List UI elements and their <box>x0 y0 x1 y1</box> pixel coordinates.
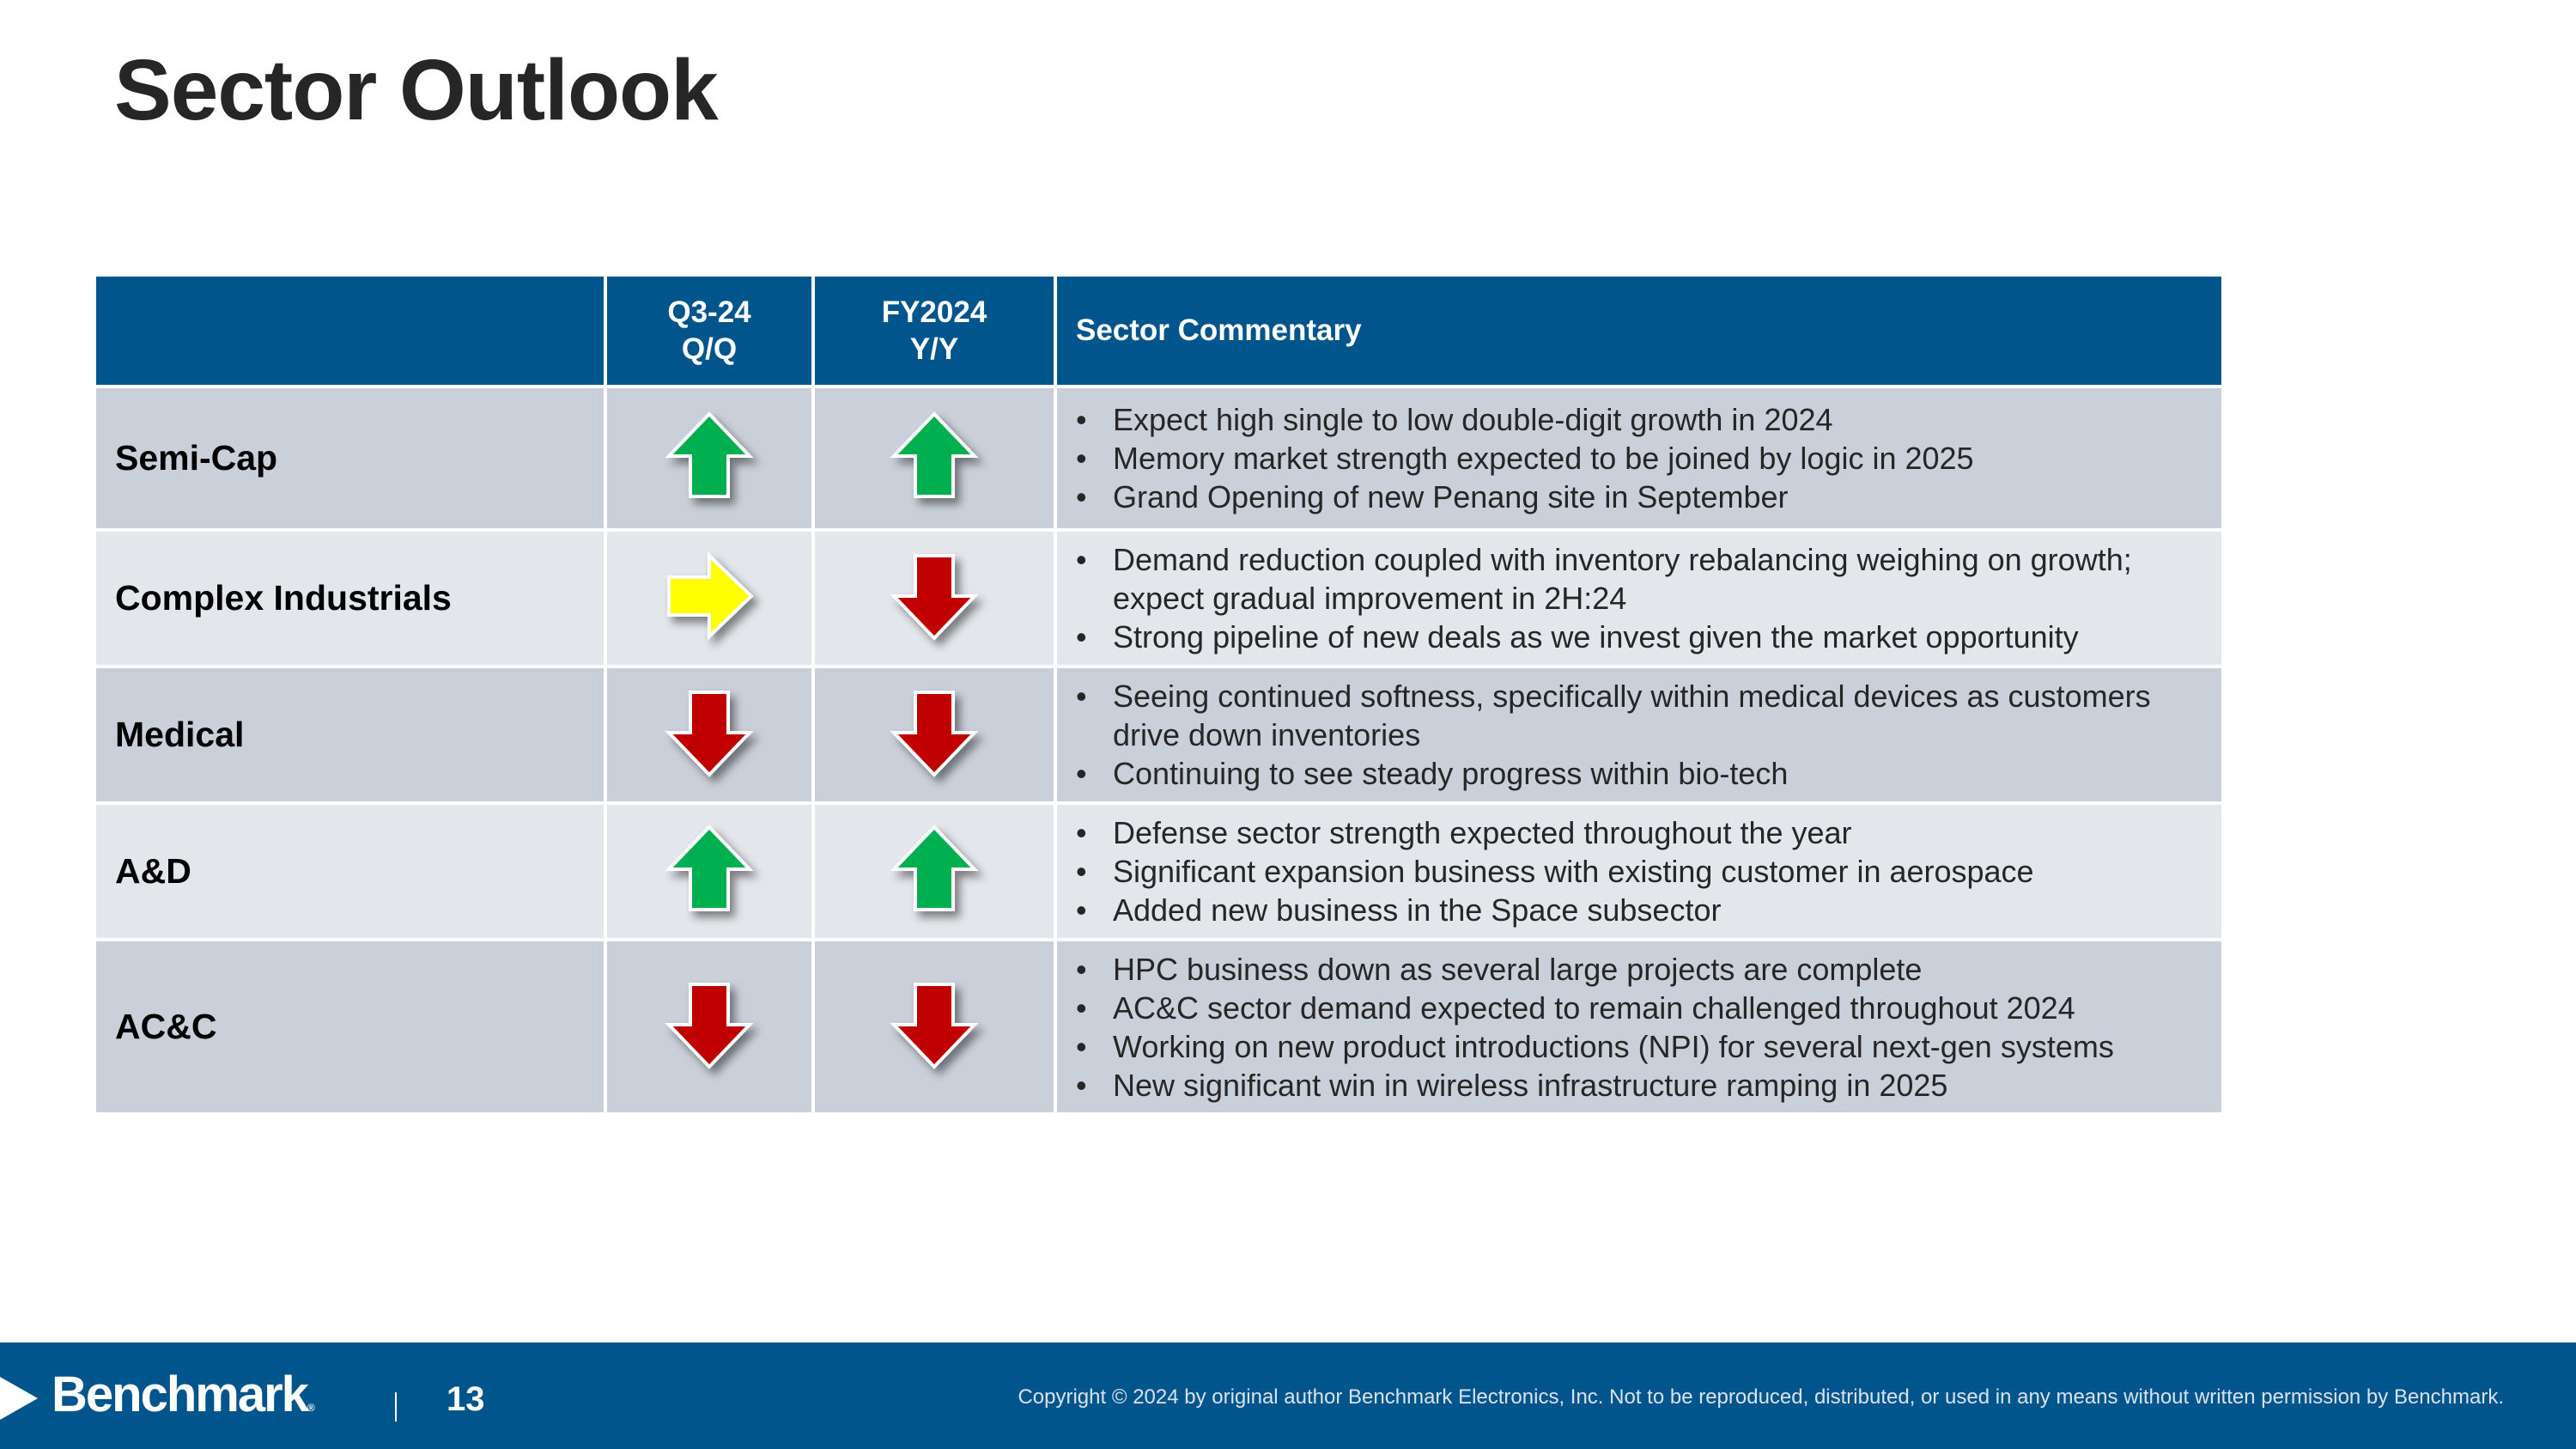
page-number: 13 <box>447 1380 485 1418</box>
slide-title: Sector Outlook <box>114 42 719 138</box>
table-row: Complex Industrials Demand reduction coup… <box>96 532 2221 665</box>
benchmark-logo-chevron-icon <box>0 1377 38 1420</box>
fy2024-yy-trend <box>815 941 1054 1112</box>
header-fy-line1: FY2024 <box>881 295 987 329</box>
q3-qq-trend <box>607 532 811 665</box>
q3-qq-trend <box>607 941 811 1112</box>
sector-commentary: HPC business down as several large proje… <box>1057 941 2221 1112</box>
commentary-bullet: Seeing continued softness, specifically … <box>1076 677 2204 754</box>
arrow-down-icon <box>887 685 981 784</box>
table-header-row: Q3-24 Q/Q FY2024 Y/Y Sector Commentary <box>96 277 2221 385</box>
commentary-bullet: Strong pipeline of new deals as we inves… <box>1076 618 2204 656</box>
commentary-bullet: Defense sector strength expected through… <box>1076 813 2034 852</box>
commentary-bullet: Added new business in the Space subsecto… <box>1076 891 2034 929</box>
logo-text: Benchmark <box>52 1367 309 1422</box>
copyright-notice: Copyright © 2024 by original author Benc… <box>1018 1385 2504 1409</box>
q3-qq-trend <box>607 805 811 938</box>
commentary-bullet: Demand reduction coupled with inventory … <box>1076 540 2204 618</box>
sector-commentary: Demand reduction coupled with inventory … <box>1057 532 2221 665</box>
arrow-up-icon <box>662 409 756 508</box>
commentary-bullet: Memory market strength expected to be jo… <box>1076 439 1974 478</box>
sector-commentary: Seeing continued softness, specifically … <box>1057 668 2221 801</box>
header-fy2024-yy: FY2024 Y/Y <box>815 277 1054 385</box>
header-q3-qq: Q3-24 Q/Q <box>607 277 811 385</box>
registered-mark: ® <box>307 1402 315 1414</box>
arrow-up-icon <box>662 822 756 921</box>
sector-outlook-table: Q3-24 Q/Q FY2024 Y/Y Sector Commentary Sem… <box>96 277 2221 1116</box>
sector-name: Medical <box>96 668 604 801</box>
fy2024-yy-trend <box>815 805 1054 938</box>
table-row: A&D Defense sector strength expected thro… <box>96 805 2221 938</box>
q3-qq-trend <box>607 668 811 801</box>
commentary-list: HPC business down as several large proje… <box>1076 950 2114 1105</box>
arrow-down-icon <box>662 685 756 784</box>
commentary-bullet: New significant win in wireless infrastr… <box>1076 1066 2114 1105</box>
header-q3-line1: Q3-24 <box>667 295 751 329</box>
header-fy-line2: Y/Y <box>909 332 959 366</box>
commentary-bullet: Grand Opening of new Penang site in Sept… <box>1076 478 1974 516</box>
footer-bar: Benchmark® 13 Copyright © 2024 by origin… <box>0 1342 2576 1449</box>
commentary-bullet: Significant expansion business with exis… <box>1076 852 2034 891</box>
commentary-bullet: Working on new product introductions (NP… <box>1076 1027 2114 1066</box>
arrow-up-icon <box>887 409 981 508</box>
sector-name: Semi-Cap <box>96 388 604 528</box>
arrow-flat-icon <box>662 549 756 648</box>
sector-commentary: Defense sector strength expected through… <box>1057 805 2221 938</box>
footer-divider <box>395 1392 397 1422</box>
commentary-list: Demand reduction coupled with inventory … <box>1076 540 2204 656</box>
header-commentary: Sector Commentary <box>1057 277 2221 385</box>
commentary-list: Seeing continued softness, specifically … <box>1076 677 2204 793</box>
commentary-list: Defense sector strength expected through… <box>1076 813 2034 929</box>
commentary-bullet: AC&C sector demand expected to remain ch… <box>1076 989 2114 1027</box>
benchmark-logo: Benchmark® <box>52 1366 315 1423</box>
header-sector <box>96 277 604 385</box>
sector-commentary: Expect high single to low double-digit g… <box>1057 388 2221 528</box>
arrow-down-icon <box>887 977 981 1076</box>
table-row: Semi-Cap Expect high single to low double… <box>96 388 2221 528</box>
table-row: AC&C HPC business down as several large p… <box>96 941 2221 1112</box>
header-q3-line2: Q/Q <box>681 332 738 366</box>
arrow-down-icon <box>887 549 981 648</box>
q3-qq-trend <box>607 388 811 528</box>
sector-name: A&D <box>96 805 604 938</box>
arrow-up-icon <box>887 822 981 921</box>
table-body: Semi-Cap Expect high single to low double… <box>96 388 2221 1112</box>
fy2024-yy-trend <box>815 532 1054 665</box>
sector-name: AC&C <box>96 941 604 1112</box>
sector-name: Complex Industrials <box>96 532 604 665</box>
arrow-down-icon <box>662 977 756 1076</box>
commentary-bullet: Expect high single to low double-digit g… <box>1076 400 1974 439</box>
commentary-list: Expect high single to low double-digit g… <box>1076 400 1974 516</box>
fy2024-yy-trend <box>815 668 1054 801</box>
commentary-bullet: Continuing to see steady progress within… <box>1076 754 2204 793</box>
table-row: Medical Seeing continued softness, specif… <box>96 668 2221 801</box>
fy2024-yy-trend <box>815 388 1054 528</box>
commentary-bullet: HPC business down as several large proje… <box>1076 950 2114 989</box>
